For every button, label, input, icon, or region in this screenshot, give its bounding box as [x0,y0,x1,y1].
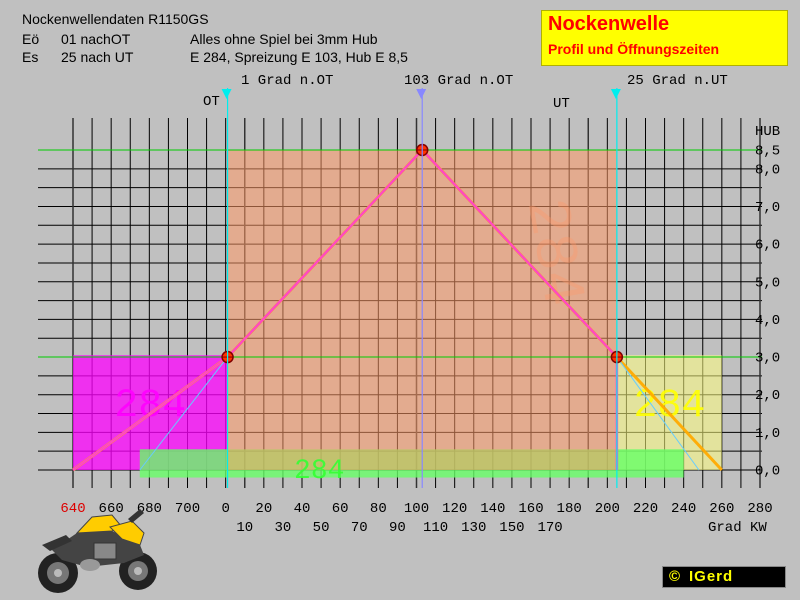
x-tick-label: 120 [442,501,467,517]
x-tick-label: 200 [595,501,620,517]
x-tick-label: 60 [332,501,349,517]
x-tick-label-secondary: 90 [389,520,406,536]
y-tick-label: 3,0 [755,351,780,367]
title-box: Nockenwelle Profil und Öffnungszeiten [541,10,788,66]
x-tick-label: 160 [518,501,543,517]
open-marker-label: 1 Grad n.OT [241,73,333,89]
header-note-1: Alles ohne Spiel bei 3mm Hub [190,31,378,47]
x-tick-label: 700 [175,501,200,517]
header-title: Nockenwellendaten R1150GS [22,11,209,27]
x-tick-label: 640 [60,501,85,517]
guide-line [139,356,228,471]
x-tick-label: 80 [370,501,387,517]
y-tick-label: 4,0 [755,313,780,329]
copyright-symbol: © [669,568,681,585]
es-label: Es [22,49,39,65]
x-tick-label-secondary: 70 [351,520,368,536]
ut-label: UT [553,96,570,112]
x-axis-label: Grad KW [708,520,767,536]
close-marker-arrow-icon [610,89,621,99]
eo-label: Eö [22,31,40,47]
open-marker-arrow-icon [221,89,232,99]
y-axis-label: HUB [755,124,780,140]
close-marker-label: 25 Grad n.UT [627,73,728,89]
x-tick-label-secondary: 30 [275,520,292,536]
x-tick-label-secondary: 150 [499,520,524,536]
x-tick-label: 660 [99,501,124,517]
header-note-2: E 284, Spreizung E 103, Hub E 8,5 [190,49,408,65]
x-tick-label-secondary: 130 [461,520,486,536]
copyright-badge: © IGerd [662,566,786,588]
copyright-name: IGerd [689,568,734,585]
y-tick-label: 2,0 [755,388,780,404]
y-tick-label: 1,0 [755,426,780,442]
x-tick-label: 260 [709,501,734,517]
peak-marker-label: 103 Grad n.OT [404,73,513,89]
y-tick-label: 6,0 [755,238,780,254]
x-tick-label: 0 [221,501,229,517]
peak-marker-arrow-icon [416,89,427,99]
title: Nockenwelle [548,13,670,35]
region-label: 284 [633,384,705,429]
motorcycle-image [38,509,157,593]
x-tick-label-secondary: 170 [537,520,562,536]
y-tick-label: 7,0 [755,200,780,216]
region-label: 284 [114,384,186,429]
eo-value: 01 nachOT [61,31,131,47]
markers: 1 Grad n.OT 103 Grad n.OT 25 Grad n.UT OT UT [203,73,728,488]
x-tick-label-secondary: 10 [236,520,253,536]
x-tick-label: 240 [671,501,696,517]
x-tick-label: 180 [557,501,582,517]
x-tick-label: 100 [404,501,429,517]
region-label: 284 [294,456,344,487]
x-tick-label: 220 [633,501,658,517]
subtitle: Profil und Öffnungszeiten [548,41,720,57]
y-tick-label: 0,0 [755,464,780,480]
x-tick-label: 20 [255,501,272,517]
x-tick-label: 280 [747,501,772,517]
y-tick-label: 8,5 [755,144,780,160]
x-tick-label-secondary: 110 [423,520,448,536]
x-tick-label: 140 [480,501,505,517]
ot-label: OT [203,94,220,110]
x-tick-label-secondary: 50 [313,520,330,536]
y-tick-label: 5,0 [755,275,780,291]
es-value: 25 nach UT [61,49,134,65]
x-tick-label: 40 [294,501,311,517]
y-tick-label: 8,0 [755,162,780,178]
guide-line [616,356,700,471]
axis-labels: 0,0 1,0 2,0 3,0 4,0 5,0 6,0 7,0 8,0 8,5 HUB 640 660 6… [60,124,780,536]
